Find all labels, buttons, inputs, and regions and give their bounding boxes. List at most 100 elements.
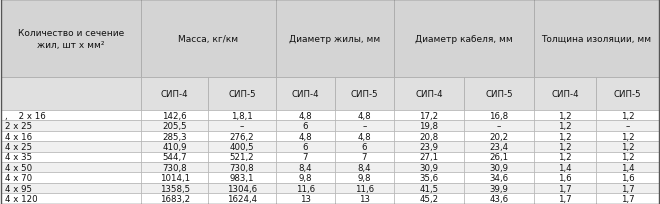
Text: 1,2: 1,2 bbox=[558, 142, 572, 151]
Text: 2 х 25: 2 х 25 bbox=[5, 122, 32, 131]
Text: 23,9: 23,9 bbox=[420, 142, 438, 151]
Bar bbox=[534, 162, 596, 173]
Bar bbox=[141, 142, 209, 152]
Text: 285,3: 285,3 bbox=[162, 132, 187, 141]
Bar bbox=[141, 173, 209, 183]
Bar bbox=[394, 0, 534, 78]
Bar bbox=[276, 183, 335, 193]
Text: 17,2: 17,2 bbox=[420, 111, 439, 120]
Bar bbox=[394, 131, 464, 142]
Bar bbox=[335, 131, 394, 142]
Text: –: – bbox=[240, 122, 244, 131]
Text: 43,6: 43,6 bbox=[489, 194, 508, 203]
Text: 6: 6 bbox=[302, 122, 308, 131]
Text: 4 х 25: 4 х 25 bbox=[5, 142, 32, 151]
Text: 1,4: 1,4 bbox=[558, 163, 572, 172]
Text: –: – bbox=[625, 122, 630, 131]
Text: 7: 7 bbox=[362, 153, 367, 162]
Text: 20,8: 20,8 bbox=[420, 132, 439, 141]
Text: 730,8: 730,8 bbox=[162, 163, 187, 172]
Bar bbox=[141, 183, 209, 193]
Text: 4 х 35: 4 х 35 bbox=[5, 153, 32, 162]
Text: 1358,5: 1358,5 bbox=[160, 184, 190, 193]
Text: 1,2: 1,2 bbox=[558, 132, 572, 141]
Text: 9,8: 9,8 bbox=[298, 173, 312, 182]
Bar bbox=[335, 111, 394, 121]
Text: 41,5: 41,5 bbox=[420, 184, 439, 193]
Text: 1,7: 1,7 bbox=[558, 184, 572, 193]
Text: 4 х 95: 4 х 95 bbox=[5, 184, 32, 193]
Text: 1,7: 1,7 bbox=[558, 194, 572, 203]
Bar bbox=[335, 78, 394, 111]
Bar bbox=[209, 152, 276, 162]
Bar bbox=[1, 131, 141, 142]
Text: СИП-4: СИП-4 bbox=[161, 90, 189, 99]
Text: 400,5: 400,5 bbox=[230, 142, 254, 151]
Text: СИП-4: СИП-4 bbox=[551, 90, 579, 99]
Bar bbox=[141, 131, 209, 142]
Text: 4,8: 4,8 bbox=[298, 111, 312, 120]
Text: 8,4: 8,4 bbox=[358, 163, 372, 172]
Bar bbox=[141, 193, 209, 204]
Text: –: – bbox=[497, 122, 501, 131]
Bar bbox=[141, 78, 209, 111]
Bar bbox=[464, 183, 534, 193]
Text: 4 х 120: 4 х 120 bbox=[5, 194, 38, 203]
Bar bbox=[276, 0, 394, 78]
Bar bbox=[596, 78, 659, 111]
Bar bbox=[209, 193, 276, 204]
Bar bbox=[335, 142, 394, 152]
Bar bbox=[141, 111, 209, 121]
Bar bbox=[276, 111, 335, 121]
Bar bbox=[534, 131, 596, 142]
Bar bbox=[394, 193, 464, 204]
Bar bbox=[1, 193, 141, 204]
Bar bbox=[534, 78, 596, 111]
Bar bbox=[1, 173, 141, 183]
Bar bbox=[596, 111, 659, 121]
Bar bbox=[394, 78, 464, 111]
Text: 1683,2: 1683,2 bbox=[160, 194, 190, 203]
Bar bbox=[596, 121, 659, 131]
Bar bbox=[596, 173, 659, 183]
Bar bbox=[209, 142, 276, 152]
Text: 1,7: 1,7 bbox=[620, 194, 634, 203]
Text: 1,2: 1,2 bbox=[620, 153, 634, 162]
Bar bbox=[394, 152, 464, 162]
Bar bbox=[209, 173, 276, 183]
Text: СИП-5: СИП-5 bbox=[485, 90, 513, 99]
Bar bbox=[394, 162, 464, 173]
Bar bbox=[596, 152, 659, 162]
Bar bbox=[335, 162, 394, 173]
Text: 1,2: 1,2 bbox=[620, 111, 634, 120]
Bar bbox=[464, 78, 534, 111]
Text: 1,6: 1,6 bbox=[558, 173, 572, 182]
Text: 1,2: 1,2 bbox=[558, 111, 572, 120]
Bar bbox=[464, 162, 534, 173]
Text: 20,2: 20,2 bbox=[489, 132, 508, 141]
Text: ,    2 х 16: , 2 х 16 bbox=[5, 111, 46, 120]
Text: 13: 13 bbox=[300, 194, 311, 203]
Bar bbox=[534, 142, 596, 152]
Text: 34,6: 34,6 bbox=[489, 173, 508, 182]
Text: СИП-5: СИП-5 bbox=[350, 90, 378, 99]
Bar bbox=[464, 121, 534, 131]
Text: 6: 6 bbox=[362, 142, 367, 151]
Bar bbox=[1, 162, 141, 173]
Bar bbox=[394, 183, 464, 193]
Text: 35,6: 35,6 bbox=[420, 173, 439, 182]
Text: 26,1: 26,1 bbox=[489, 153, 508, 162]
Bar bbox=[209, 78, 276, 111]
Bar bbox=[534, 173, 596, 183]
Bar bbox=[534, 111, 596, 121]
Text: СИП-5: СИП-5 bbox=[614, 90, 642, 99]
Text: 23,4: 23,4 bbox=[489, 142, 508, 151]
Text: 1,4: 1,4 bbox=[620, 163, 634, 172]
Bar bbox=[596, 142, 659, 152]
Text: 7: 7 bbox=[302, 153, 308, 162]
Bar bbox=[394, 111, 464, 121]
Bar bbox=[596, 183, 659, 193]
Bar bbox=[464, 193, 534, 204]
Bar bbox=[276, 142, 335, 152]
Text: Диаметр кабеля, мм: Диаметр кабеля, мм bbox=[415, 35, 513, 44]
